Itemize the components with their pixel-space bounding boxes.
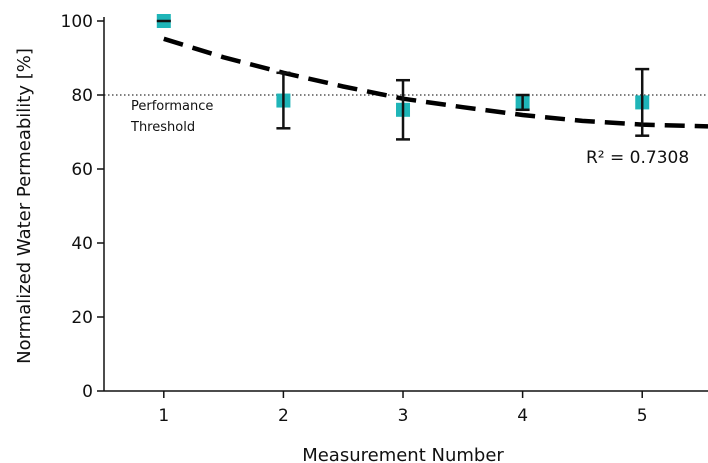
y-tick-label: 60 (71, 160, 93, 180)
y-tick-label: 0 (82, 382, 93, 402)
y-axis-label: Normalized Water Permeability [%] (14, 48, 35, 364)
labels-group: Performance Threshold R² = 0.7308 Measur… (14, 48, 689, 463)
y-tick-label: 20 (71, 308, 93, 328)
y-tick-label: 40 (71, 234, 93, 254)
x-tick-label: 5 (637, 406, 648, 426)
axes-group: 0 20 40 60 80 100 1 2 3 4 5 (61, 12, 708, 426)
x-axis-label: Measurement Number (302, 445, 504, 463)
fit-curve (163, 36, 708, 129)
x-tick-label: 4 (517, 406, 528, 426)
error-bars-group (156, 19, 650, 141)
x-tick-label: 2 (278, 406, 289, 426)
r2-label: R² = 0.7308 (586, 148, 689, 168)
y-tick-label: 100 (61, 12, 93, 32)
y-tick-label: 80 (71, 86, 93, 106)
fit-curve-group (163, 36, 708, 129)
x-tick-label: 1 (158, 406, 169, 426)
threshold-label-line2: Threshold (130, 120, 195, 135)
x-tick-label: 3 (398, 406, 409, 426)
threshold-label-line1: Performance (131, 99, 213, 114)
